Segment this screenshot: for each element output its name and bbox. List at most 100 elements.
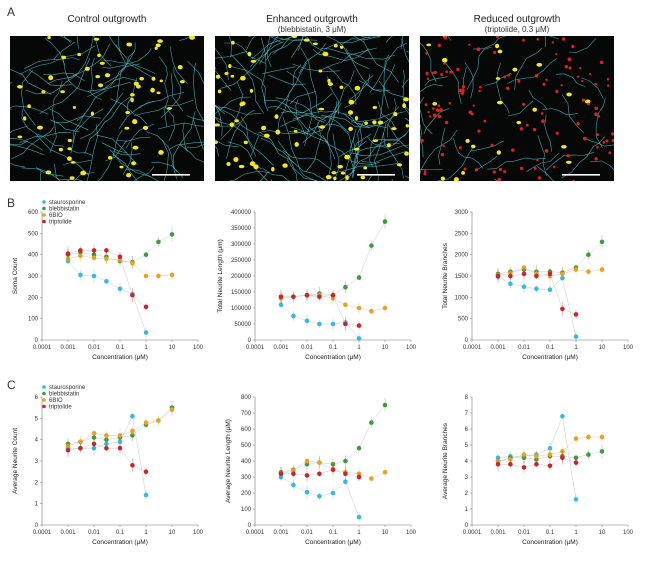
x-tick-label: 0.001	[273, 345, 289, 351]
y-axis-label: Average Neurite Length (μM)	[225, 419, 232, 503]
data-point-triptolide	[65, 448, 71, 453]
x-axis-label: Concentration (μM)	[92, 539, 148, 546]
y-tick-label: 4	[35, 438, 39, 444]
x-tick-label: 0.01	[301, 345, 313, 351]
legend-label-blebbistatin: blebbistatin	[49, 207, 79, 213]
y-tick-label: 500	[28, 231, 39, 237]
data-point-blebbistatin	[382, 219, 388, 224]
data-point-blebbistatin	[343, 284, 348, 290]
data-point-6bio	[521, 452, 527, 457]
data-point-staurosporine	[560, 413, 565, 419]
data-point-blebbistatin	[599, 239, 605, 245]
data-point-staurosporine	[356, 514, 362, 520]
data-point-triptolide	[291, 471, 296, 477]
y-tick-label: 400000	[231, 210, 252, 216]
data-point-6bio	[343, 302, 348, 308]
image-title-reduced: Reduced outgrowth	[473, 14, 561, 25]
data-point-triptolide	[560, 306, 565, 312]
data-point-staurosporine	[573, 334, 579, 339]
data-point-6bio	[143, 273, 149, 279]
data-point-triptolide	[317, 294, 322, 300]
y-tick-label: 6	[465, 427, 469, 433]
y-tick-label: 400	[241, 459, 252, 465]
legend-marker-blebbistatin	[42, 206, 46, 211]
data-point-staurosporine	[104, 279, 109, 284]
data-point-6bio	[91, 431, 97, 436]
x-tick-label: 100	[406, 345, 417, 351]
data-point-staurosporine	[508, 281, 513, 286]
micrograph-enhanced	[215, 36, 409, 181]
y-tick-label: 3000	[455, 210, 469, 216]
x-tick-label: 0.01	[88, 345, 100, 351]
x-tick-label: 1	[357, 345, 361, 351]
legend-marker-staurosporine	[42, 385, 46, 389]
data-point-triptolide	[330, 292, 336, 298]
data-point-triptolide	[356, 323, 362, 328]
data-point-blebbistatin	[356, 445, 362, 451]
data-point-triptolide	[508, 461, 513, 467]
data-point-triptolide	[534, 273, 539, 279]
data-point-triptolide	[291, 294, 296, 300]
y-axis-label: Total Neurite Length (μm)	[217, 239, 224, 312]
x-tick-label: 0.1	[546, 530, 555, 536]
y-tick-label: 150000	[231, 290, 252, 296]
panel-label-c: C	[7, 378, 16, 392]
x-tick-label: 0.01	[301, 530, 313, 536]
data-point-staurosporine	[330, 490, 336, 496]
x-tick-label: 0.001	[60, 530, 76, 536]
x-tick-label: 10	[382, 345, 389, 351]
data-point-triptolide	[278, 471, 284, 477]
x-tick-label: 10	[599, 530, 606, 536]
data-point-6bio	[130, 428, 135, 434]
data-point-blebbistatin	[130, 433, 135, 438]
y-tick-label: 0	[35, 338, 39, 344]
x-tick-label: 0.1	[329, 530, 338, 536]
y-tick-label: 2500	[455, 231, 469, 237]
x-tick-label: 10	[599, 345, 606, 351]
data-point-triptolide	[278, 294, 284, 300]
data-point-blebbistatin	[586, 252, 591, 257]
data-point-6bio	[169, 407, 175, 413]
data-point-staurosporine	[304, 489, 310, 495]
x-tick-label: 0.1	[546, 345, 555, 351]
data-point-staurosporine	[78, 272, 83, 278]
data-point-6bio	[156, 273, 161, 279]
x-tick-label: 0.0001	[246, 530, 265, 536]
y-tick-label: 0	[248, 523, 252, 529]
data-point-blebbistatin	[156, 239, 161, 245]
data-point-triptolide	[317, 471, 322, 477]
data-point-staurosporine	[143, 330, 149, 335]
legend-label-staurosporine: staurosporine	[49, 385, 86, 391]
data-point-staurosporine	[343, 479, 348, 485]
x-tick-label: 100	[193, 530, 204, 536]
x-tick-label: 0.1	[116, 530, 125, 536]
data-point-triptolide	[65, 251, 71, 256]
data-point-staurosporine	[91, 273, 97, 279]
data-point-6bio	[304, 458, 310, 464]
data-point-blebbistatin	[521, 455, 527, 461]
x-tick-label: 0.0001	[463, 530, 482, 536]
micrograph-reduced	[420, 36, 614, 181]
data-point-6bio	[382, 469, 388, 475]
data-point-triptolide	[343, 471, 348, 477]
soma-markers	[215, 36, 409, 181]
x-tick-label: 0.1	[116, 345, 125, 351]
data-point-6bio	[143, 420, 149, 425]
y-tick-label: 1000	[455, 295, 469, 301]
x-tick-label: 1	[144, 345, 148, 351]
data-point-6bio	[369, 308, 374, 314]
data-point-triptolide	[560, 455, 565, 461]
y-tick-label: 200000	[231, 274, 252, 280]
chart-average-neurite-count: 0.0001 0.001 0.01 0.1 1 10 100 0 1 2 3 4 5 6 Concentra…	[0, 385, 210, 555]
data-point-triptolide	[573, 460, 579, 465]
data-point-6bio	[534, 453, 539, 459]
legend-label-triptolide: triptolide	[49, 220, 72, 226]
chart-total-neurite-length: 0.0001 0.001 0.01 0.1 1 10 100 0 50000 100000 1500…	[213, 200, 423, 370]
legend-marker-6bio	[42, 398, 46, 402]
data-point-triptolide	[547, 271, 553, 277]
chart-average-neurite-length: 0.0001 0.001 0.01 0.1 1 10 100 0 100 200 300 400 500…	[213, 385, 423, 555]
data-point-6bio	[508, 457, 513, 462]
series-line-staurosporine	[68, 415, 147, 496]
data-point-blebbistatin	[586, 452, 591, 457]
x-axis-label: Concentration (μM)	[522, 539, 578, 546]
